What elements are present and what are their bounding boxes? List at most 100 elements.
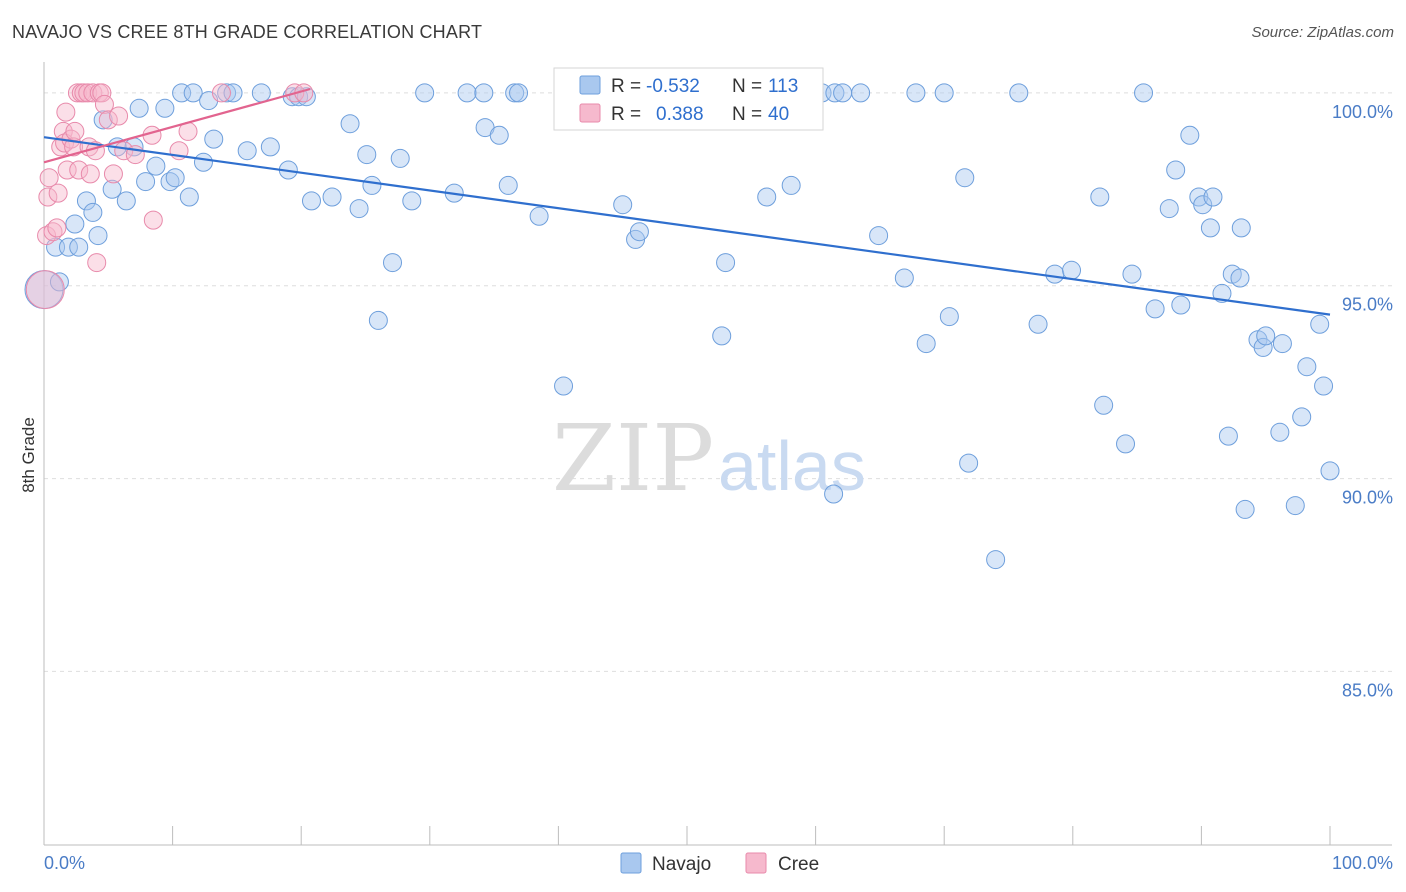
navajo-point	[415, 83, 435, 103]
cree-point	[80, 164, 100, 184]
navajo-point	[368, 310, 388, 330]
navajo-point	[390, 148, 410, 168]
navajo-point	[183, 83, 203, 103]
navajo-point	[934, 83, 954, 103]
navajo-point	[1320, 461, 1340, 481]
navajo-point	[757, 187, 777, 207]
navajo-point	[959, 453, 979, 473]
cree-point	[39, 168, 59, 188]
navajo-point	[781, 175, 801, 195]
y-tick-label-85: 85.0%	[1342, 680, 1393, 700]
cree-point	[56, 102, 76, 122]
navajo-point	[1314, 376, 1334, 396]
navajo-point	[833, 83, 853, 103]
navajo-point	[179, 187, 199, 207]
navajo-point	[1159, 199, 1179, 219]
y-tick-label-90: 90.0%	[1342, 488, 1393, 508]
navajo-point	[165, 168, 185, 188]
cree-point	[103, 164, 123, 184]
navajo-point	[1180, 125, 1200, 145]
navajo-point	[489, 125, 509, 145]
navajo-point	[204, 129, 224, 149]
series-legend-label-navajo: Navajo	[652, 854, 711, 875]
navajo-point	[1171, 295, 1191, 315]
navajo-point	[1200, 218, 1220, 238]
cree-point	[69, 160, 89, 180]
navajo-point	[357, 145, 377, 165]
legend-n-label-navajo: N =	[732, 76, 762, 97]
navajo-point	[289, 87, 309, 107]
navajo-point	[223, 83, 243, 103]
series-legend-swatch-navajo	[620, 852, 642, 874]
watermark-zip: ZIP	[552, 405, 714, 512]
legend-r-value-cree: 0.388	[656, 104, 704, 125]
navajo-point	[155, 98, 175, 118]
navajo-point	[1292, 407, 1312, 427]
navajo-point	[474, 83, 494, 103]
navajo-point	[1134, 83, 1154, 103]
navajo-point	[58, 237, 78, 257]
series-legend-swatch-cree	[745, 852, 767, 874]
navajo-point	[554, 376, 574, 396]
cree-points	[25, 83, 314, 310]
cree-point	[38, 187, 58, 207]
navajo-point	[69, 237, 89, 257]
navajo-point	[83, 202, 103, 222]
navajo-point	[1253, 337, 1273, 357]
navajo-point	[362, 175, 382, 195]
navajo-point	[1218, 426, 1238, 446]
navajo-point	[457, 83, 477, 103]
navajo-point	[716, 253, 736, 273]
watermark-atlas: atlas	[718, 427, 866, 505]
navajo-point	[1145, 299, 1165, 319]
legend-n-value-navajo: 113	[768, 76, 798, 97]
navajo-point	[1231, 218, 1251, 238]
navajo-point	[76, 191, 96, 211]
navajo-point	[102, 179, 122, 199]
cree-point	[48, 183, 68, 203]
navajo-point	[529, 206, 549, 226]
navajo-point	[1166, 160, 1186, 180]
navajo-point	[894, 268, 914, 288]
navajo-point	[1062, 260, 1082, 280]
navajo-point	[129, 98, 149, 118]
navajo-point	[1270, 422, 1290, 442]
y-tick-labels: 85.0% 90.0% 95.0% 100.0%	[1332, 102, 1393, 701]
navajo-point	[1285, 496, 1305, 516]
navajo-point	[906, 83, 926, 103]
source-credit: Source: ZipAtlas.com	[1251, 24, 1394, 41]
gridlines	[44, 92, 1392, 672]
cree-point	[94, 94, 114, 114]
cree-point	[87, 253, 107, 273]
cree-point	[98, 110, 118, 130]
navajo-point	[93, 110, 113, 130]
cree-point	[43, 222, 63, 242]
navajo-point	[955, 168, 975, 188]
navajo-point	[251, 83, 271, 103]
navajo-point	[509, 83, 529, 103]
cree-point	[47, 218, 67, 238]
cree-point	[143, 210, 163, 230]
navajo-point	[1122, 264, 1142, 284]
navajo-point	[1310, 314, 1330, 334]
navajo-point	[172, 83, 192, 103]
navajo-point	[349, 199, 369, 219]
navajo-point	[260, 137, 280, 157]
axes	[43, 62, 1392, 846]
navajo-point	[1203, 187, 1223, 207]
navajo-point	[160, 172, 180, 192]
navajo-point	[869, 226, 889, 246]
navajo-point	[712, 326, 732, 346]
navajo-point	[986, 550, 1006, 570]
cree-point	[57, 160, 77, 180]
legend-n-value-cree: 40	[768, 104, 789, 125]
legend-swatch-cree	[579, 103, 601, 123]
cree-point	[78, 83, 98, 103]
chart-title: NAVAJO VS CREE 8TH GRADE CORRELATION CHA…	[12, 22, 483, 42]
navajo-point	[136, 172, 156, 192]
navajo-point	[88, 226, 108, 246]
navajo-point	[498, 175, 518, 195]
navajo-point	[629, 222, 649, 242]
navajo-point	[217, 83, 237, 103]
